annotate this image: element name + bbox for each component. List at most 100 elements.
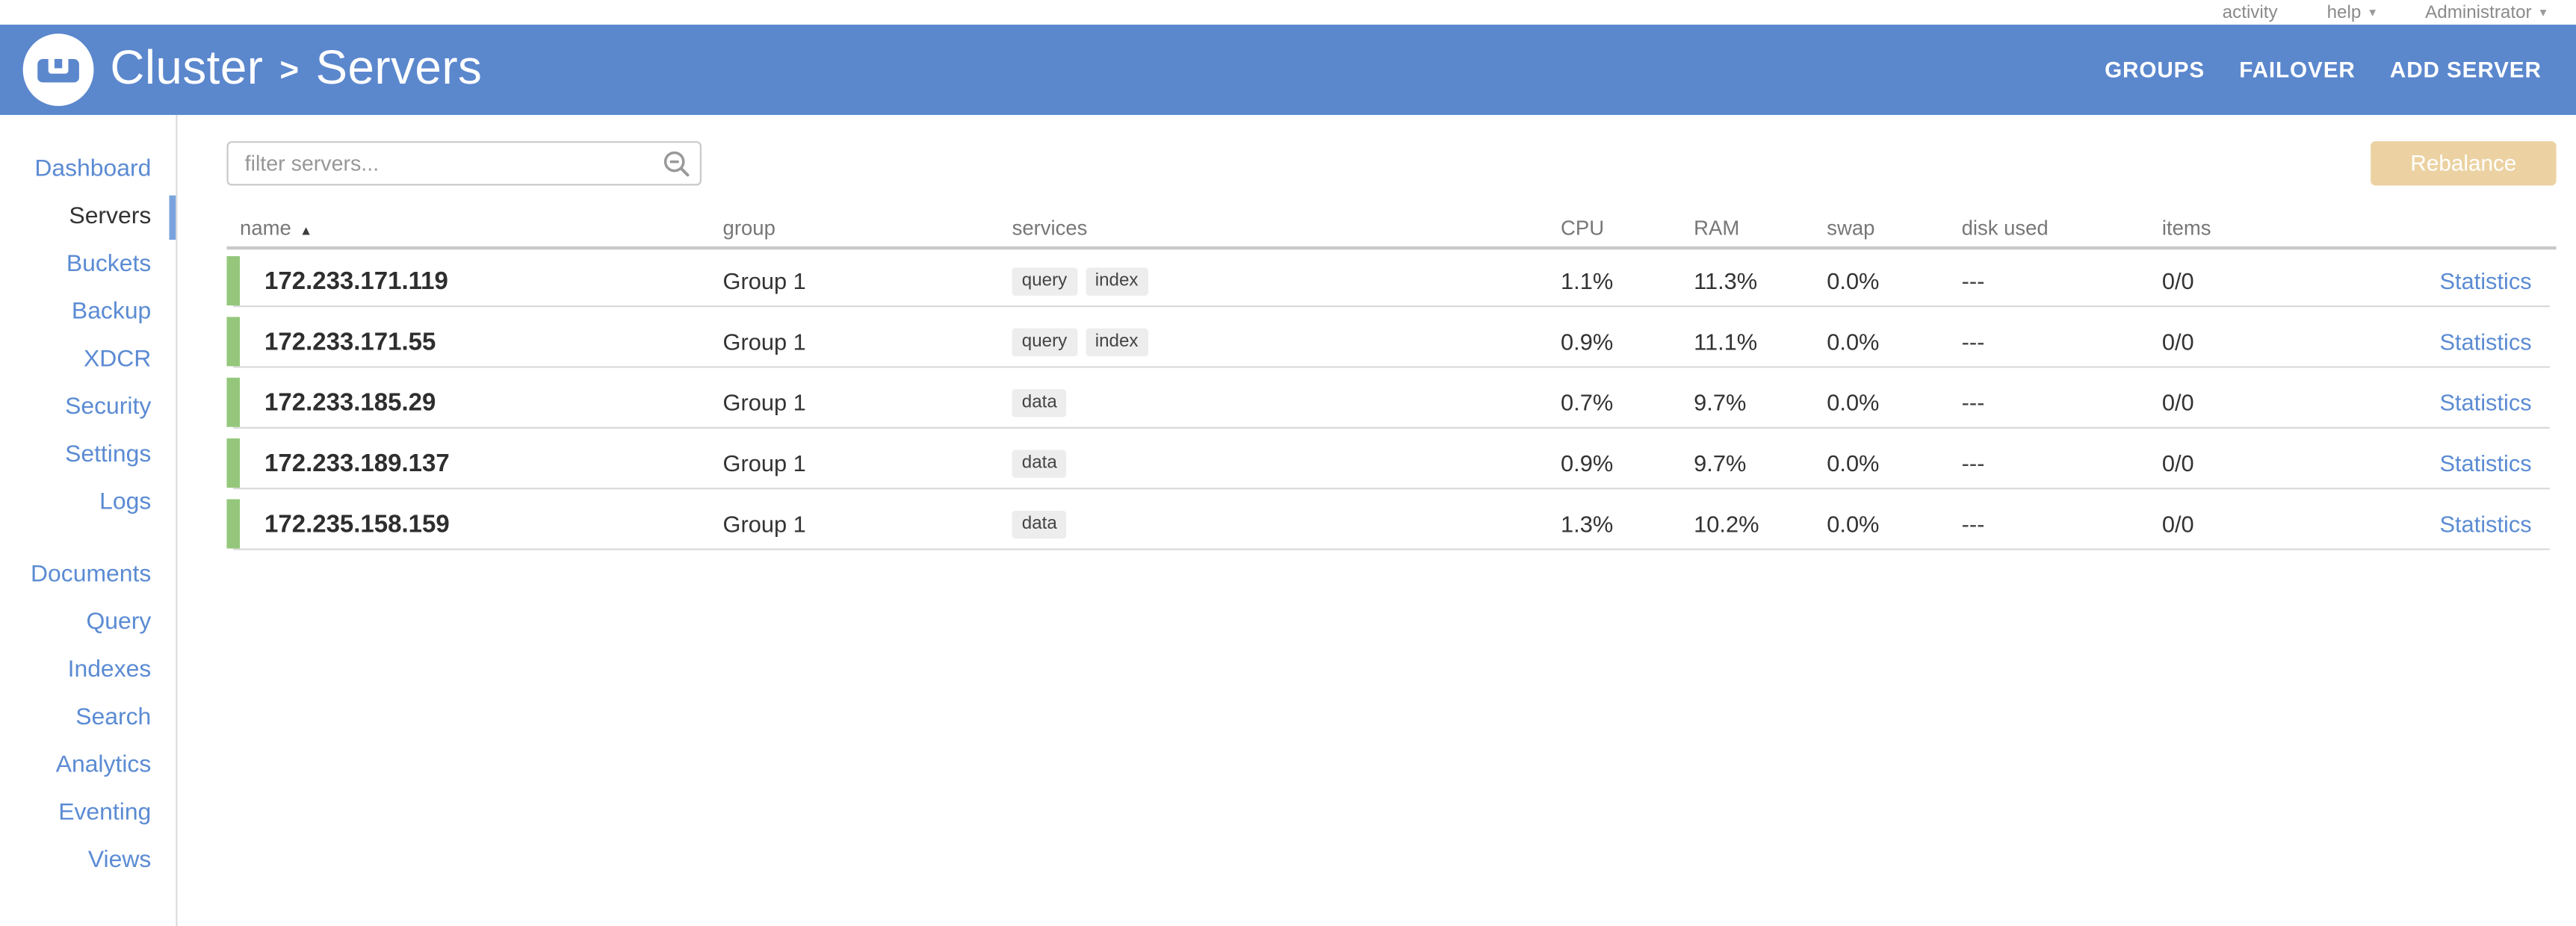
- server-ram: 11.1%: [1694, 328, 1758, 355]
- server-items: 0/0: [2161, 267, 2194, 294]
- server-group: Group 1: [722, 267, 806, 294]
- service-tag: index: [1085, 267, 1148, 295]
- server-swap: 0.0%: [1827, 450, 1880, 476]
- sidebar-item-eventing[interactable]: Eventing: [58, 799, 152, 827]
- server-statistics-cell: Statistics: [2303, 511, 2557, 537]
- chevron-down-icon: ▾: [2539, 4, 2547, 20]
- server-statistics-cell: Statistics: [2303, 450, 2557, 476]
- statistics-link[interactable]: Statistics: [2439, 328, 2532, 355]
- service-tag: data: [1012, 449, 1068, 477]
- server-cpu: 0.7%: [1561, 389, 1614, 416]
- server-name: 172.233.189.137: [264, 449, 450, 477]
- service-tag: data: [1012, 388, 1068, 417]
- server-name: 172.233.171.119: [264, 267, 448, 295]
- header-action-add-server[interactable]: ADD SERVER: [2389, 57, 2542, 82]
- statistics-link[interactable]: Statistics: [2439, 267, 2532, 294]
- sidebar-item-dashboard[interactable]: Dashboard: [34, 155, 152, 183]
- server-cpu: 1.1%: [1561, 267, 1614, 294]
- column-header[interactable]: services: [1012, 217, 1088, 240]
- sidebar-secondary-group: Documents Query Indexes Search Analytics Even…: [0, 552, 176, 885]
- sidebar-item-documents[interactable]: Documents: [31, 562, 152, 588]
- server-services: query index: [1012, 267, 1561, 295]
- column-header[interactable]: RAM: [1694, 217, 1740, 240]
- filter-servers-input[interactable]: [226, 141, 702, 186]
- server-row: 172.233.171.119 Group 1 query index 1.1% …: [226, 256, 2557, 306]
- servers-table-body: 172.233.171.119 Group 1 query index 1.1% …: [226, 256, 2557, 549]
- server-swap: 0.0%: [1827, 510, 1880, 538]
- column-header[interactable]: name ▲: [240, 217, 313, 240]
- server-services: data: [1012, 449, 1561, 477]
- sidebar: Dashboard Servers Buckets Backup XDCR Securit…: [0, 114, 178, 926]
- topbar-item-administrator[interactable]: Administrator ▾: [2425, 2, 2547, 22]
- server-swap: 0.0%: [1827, 267, 1880, 294]
- sidebar-item-security[interactable]: Security: [65, 394, 152, 420]
- column-header[interactable]: group: [722, 217, 775, 240]
- sidebar-item-backup[interactable]: Backup: [71, 299, 152, 326]
- server-ram: 10.2%: [1694, 510, 1759, 538]
- statistics-link[interactable]: Statistics: [2439, 389, 2532, 416]
- column-header[interactable]: swap: [1827, 217, 1875, 240]
- breadcrumb-page: Servers: [315, 43, 483, 96]
- server-items: 0/0: [2161, 389, 2194, 416]
- sidebar-item-servers[interactable]: Servers: [0, 193, 176, 241]
- couchbase-logo-icon: [22, 34, 94, 106]
- statistics-link[interactable]: Statistics: [2439, 510, 2532, 538]
- breadcrumb-separator: >: [279, 52, 300, 89]
- server-row: 172.235.158.159 Group 1 data 1.3% 10.2% …: [226, 499, 2557, 549]
- server-services: data: [1012, 388, 1561, 417]
- server-name: 172.235.158.159: [264, 509, 450, 538]
- server-name: 172.233.171.55: [264, 327, 436, 356]
- topbar-item-help[interactable]: help ▾: [2326, 2, 2377, 22]
- server-disk-used: ---: [1961, 389, 1985, 416]
- server-group: Group 1: [722, 328, 806, 355]
- sidebar-item-analytics[interactable]: Analytics: [55, 752, 152, 779]
- server-items: 0/0: [2161, 510, 2194, 538]
- sidebar-item-search[interactable]: Search: [75, 704, 152, 731]
- main-area: Dashboard Servers Buckets Backup XDCR Securit…: [0, 114, 2576, 926]
- server-disk-used: ---: [1961, 450, 1985, 476]
- server-services: query index: [1012, 327, 1561, 356]
- top-utility-bar: activity help ▾ Administrator ▾: [0, 0, 2576, 25]
- search-icon: [663, 151, 690, 177]
- sidebar-item-indexes[interactable]: Indexes: [67, 656, 152, 683]
- service-tag: query: [1012, 267, 1077, 295]
- statistics-link[interactable]: Statistics: [2439, 450, 2532, 476]
- sidebar-item-query[interactable]: Query: [86, 609, 152, 636]
- chevron-down-icon: ▾: [2369, 4, 2377, 20]
- service-tag: index: [1085, 327, 1148, 356]
- server-row: 172.233.189.137 Group 1 data 0.9% 9.7% 0…: [226, 438, 2557, 488]
- sidebar-item-xdcr[interactable]: XDCR: [83, 346, 152, 373]
- column-header[interactable]: CPU: [1561, 217, 1605, 240]
- service-tag: data: [1012, 509, 1068, 538]
- column-header[interactable]: items: [2161, 217, 2211, 240]
- sidebar-item-buckets[interactable]: Buckets: [66, 251, 152, 278]
- server-swap: 0.0%: [1827, 328, 1880, 355]
- server-statistics-cell: Statistics: [2303, 389, 2557, 415]
- server-items: 0/0: [2161, 450, 2194, 476]
- server-row: 172.233.185.29 Group 1 data 0.7% 9.7% 0.…: [226, 377, 2557, 427]
- server-items: 0/0: [2161, 328, 2194, 355]
- rebalance-button[interactable]: Rebalance: [2371, 141, 2557, 186]
- header-action-groups[interactable]: GROUPS: [2105, 57, 2205, 82]
- sidebar-item-views[interactable]: Views: [87, 847, 152, 874]
- server-services: data: [1012, 509, 1561, 538]
- server-cpu: 0.9%: [1561, 450, 1614, 476]
- servers-table-header: name ▲ group services CPU RAM swap disk u…: [226, 210, 2557, 250]
- server-group: Group 1: [722, 450, 806, 476]
- sidebar-item-logs[interactable]: Logs: [99, 489, 152, 516]
- server-group: Group 1: [722, 389, 806, 416]
- server-disk-used: ---: [1961, 267, 1985, 294]
- servers-content: Rebalance name▲ group services CPU RAM: [177, 115, 2576, 926]
- server-cpu: 0.9%: [1561, 328, 1614, 355]
- breadcrumb: Cluster > Servers: [110, 43, 482, 97]
- header-action-failover[interactable]: FAILOVER: [2239, 57, 2356, 82]
- filter-wrap: [226, 141, 702, 186]
- topbar-item-activity[interactable]: activity: [2222, 2, 2278, 22]
- header-actions: GROUPS FAILOVER ADD SERVER: [2105, 58, 2542, 82]
- column-header[interactable]: disk used: [1961, 217, 2049, 240]
- sidebar-item-settings[interactable]: Settings: [65, 441, 152, 468]
- server-disk-used: ---: [1961, 328, 1985, 355]
- server-ram: 9.7%: [1694, 389, 1747, 416]
- server-disk-used: ---: [1961, 510, 1985, 538]
